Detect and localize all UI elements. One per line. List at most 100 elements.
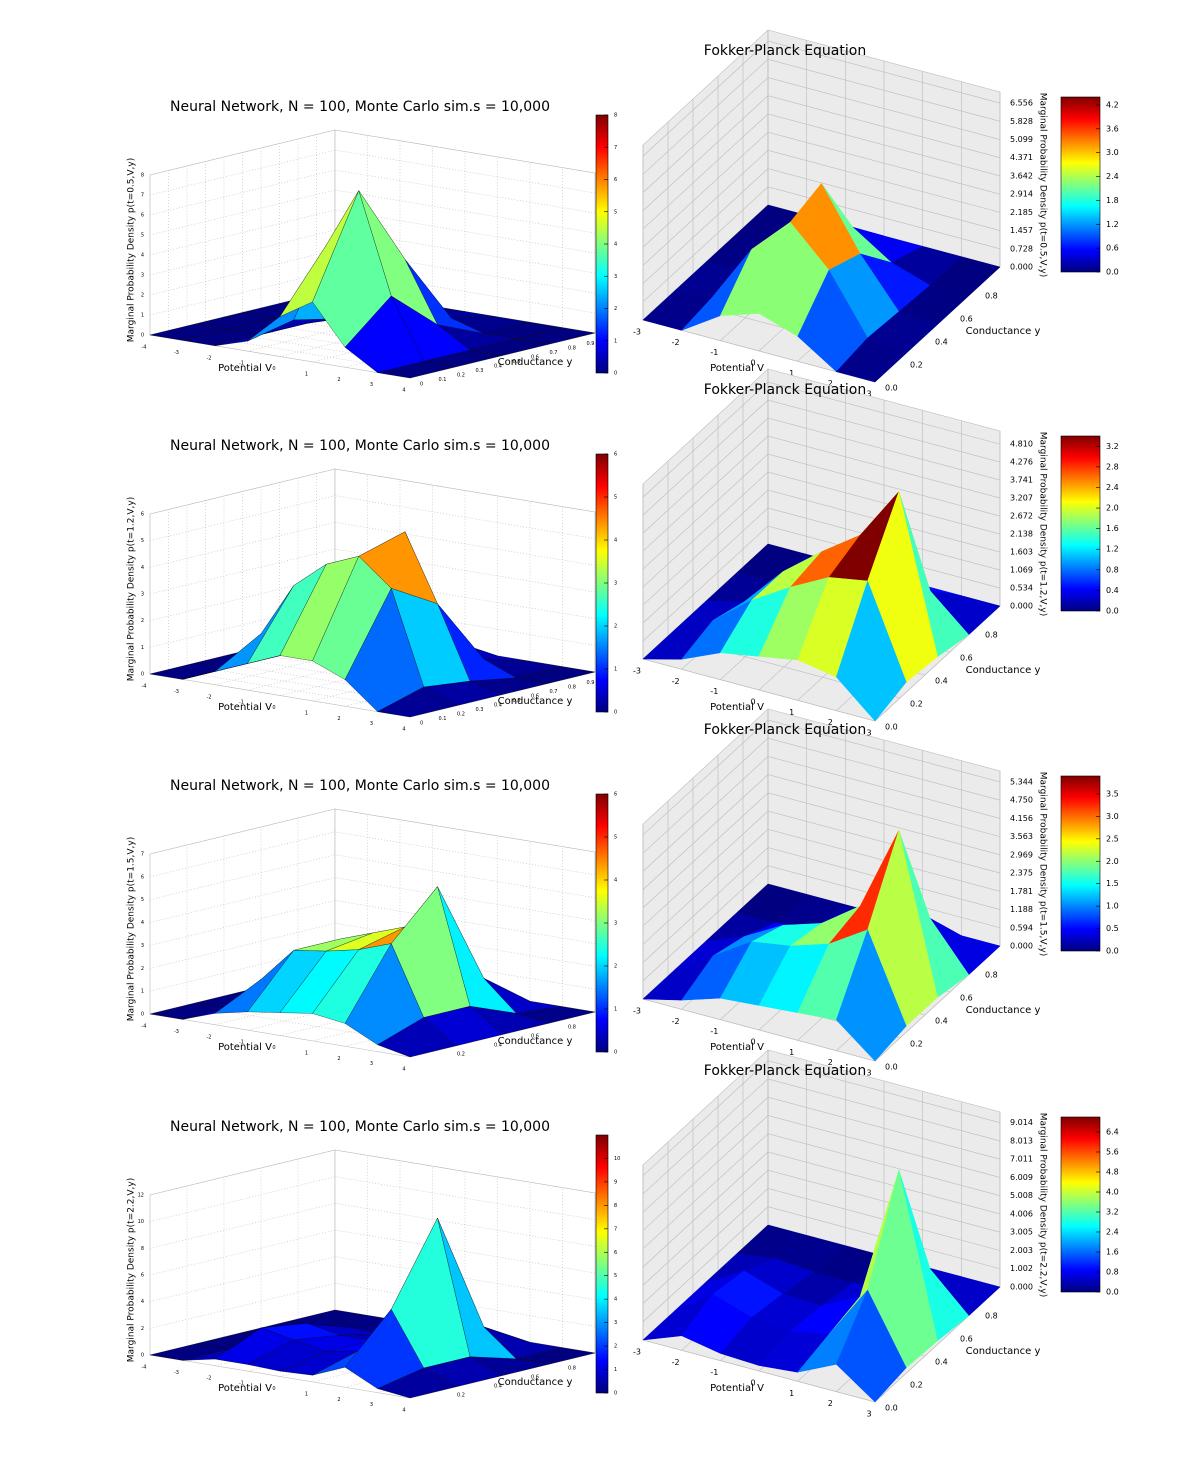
colorbar-tick-label: 0	[614, 710, 617, 716]
z-tick-label: 6.556	[1010, 99, 1033, 108]
z-tick-label: 3.741	[1010, 476, 1033, 485]
x-tick-label: 1	[305, 1391, 308, 1397]
surface-patch	[377, 686, 457, 718]
z-tick-label: 5	[141, 897, 144, 903]
z-axis-label: Marginal Probability Density p(t=1.2,V,y…	[127, 497, 137, 681]
y-tick-label: 0.2	[457, 712, 465, 718]
colorbar-tick-label: 1	[614, 338, 617, 344]
x-tick-label: -1	[239, 361, 244, 367]
x-tick-label: 1	[789, 1048, 794, 1057]
y-tick-label: 0.6	[960, 1335, 973, 1344]
z-tick-label: 7.011	[1010, 1155, 1033, 1164]
colorbar-tick-label: 5	[614, 835, 617, 841]
z-tick-label: 0	[141, 333, 144, 339]
grid-line	[186, 845, 448, 1049]
colorbar	[595, 1134, 609, 1394]
chart-title: Neural Network, N = 100, Monte Carlo sim…	[170, 438, 550, 454]
grid-line	[168, 509, 429, 713]
z-tick-label: 2.003	[1010, 1246, 1033, 1255]
y-tick-label: 0.0	[885, 723, 898, 732]
colorbar-tick-label: 6	[614, 452, 617, 458]
x-tick-label: 2	[828, 1058, 833, 1067]
colorbar-tick-label: 2	[614, 964, 617, 970]
y-tick-label: 0.2	[910, 361, 923, 370]
x-tick-label: -1	[710, 1027, 718, 1036]
y-tick-label: 0.3	[476, 707, 484, 713]
y-tick-label: 0.4	[494, 364, 502, 370]
colorbar-tick-label: 0.4	[1106, 586, 1119, 595]
colorbar-tick-label: 8	[614, 1203, 617, 1209]
grid-line	[168, 170, 429, 374]
chart-title: Neural Network, N = 100, Monte Carlo sim…	[170, 1119, 550, 1135]
z-axis-label: Marginal Probability Density p(t=1.2,V,y…	[1038, 432, 1048, 616]
x-tick-label: -3	[633, 1007, 641, 1016]
surface-patch	[377, 361, 457, 379]
y-tick-label: 0.1	[439, 716, 447, 722]
y-tick-label: 0.2	[910, 700, 923, 709]
x-tick-label: 2	[828, 1399, 833, 1408]
x-tick-label: 3	[866, 729, 871, 738]
x-tick-label: 1	[305, 371, 308, 377]
y-tick-label: 0.2	[457, 373, 465, 379]
chart-title: Fokker-Planck Equation	[704, 382, 866, 398]
z-tick-label: 5	[141, 538, 144, 544]
grid-line	[149, 808, 596, 855]
colorbar-tick-label: 3	[614, 274, 617, 280]
z-tick-label: 12	[138, 1193, 144, 1199]
x-tick-label: -1	[710, 1368, 718, 1377]
grid-line	[149, 468, 596, 515]
grid-line	[149, 831, 596, 878]
grid-line	[149, 575, 596, 621]
z-tick-label: 1.188	[1010, 905, 1033, 914]
grid-line	[149, 129, 596, 176]
x-tick-label: 1	[789, 1389, 794, 1398]
z-tick-label: 0.000	[1010, 602, 1033, 611]
x-tick-label: 2	[337, 1397, 340, 1403]
x-tick-label: -4	[142, 345, 147, 351]
y-tick-label: 0.4	[935, 338, 948, 347]
x-tick-label: -1	[239, 1040, 244, 1046]
grid-line	[149, 209, 596, 256]
x-tick-label: -2	[672, 338, 680, 347]
z-tick-label: 5.099	[1010, 135, 1033, 144]
x-tick-label: 1	[789, 369, 794, 378]
colorbar-tick-label: 7	[614, 1226, 617, 1232]
y-tick-label: 0.3	[476, 368, 484, 374]
z-tick-label: 2.375	[1010, 869, 1033, 878]
z-tick-label: 0.000	[1010, 942, 1033, 951]
x-axis-label: Potential V	[218, 1383, 272, 1394]
z-tick-label: 4.371	[1010, 153, 1033, 162]
colorbar-tick-label: 5	[614, 495, 617, 501]
z-tick-label: 6	[141, 512, 144, 518]
z-tick-label: 6	[141, 213, 144, 219]
z-tick-label: 10	[138, 1219, 144, 1225]
colorbar-tick-label: 0.8	[1106, 565, 1119, 574]
z-tick-label: 1.457	[1010, 226, 1033, 235]
x-tick-label: 3	[866, 1410, 871, 1419]
z-tick-label: 7	[141, 193, 144, 199]
surface-patch	[377, 1017, 457, 1058]
z-axis-label: Marginal Probability Density p(t=1.5,V,y…	[1038, 772, 1048, 956]
colorbar-tick-label: 6	[614, 1250, 617, 1256]
colorbar	[1060, 435, 1101, 612]
x-tick-label: 0	[272, 366, 275, 372]
colorbar-tick-label: 5	[614, 1273, 617, 1279]
colorbar-tick-label: 0.8	[1106, 1268, 1119, 1277]
x-tick-label: 0	[750, 1038, 755, 1047]
x-tick-label: 3	[370, 382, 373, 388]
x-tick-label: -3	[174, 1029, 179, 1035]
colorbar-tick-label: 2.5	[1106, 834, 1119, 843]
y-tick-label: 0.6	[531, 1375, 539, 1381]
x-tick-label: -2	[207, 355, 212, 361]
colorbar-tick-label: 4	[614, 242, 617, 248]
x-tick-label: 3	[370, 1061, 373, 1067]
x-tick-label: 3	[866, 1069, 871, 1078]
chart-title: Fokker-Planck Equation	[704, 722, 866, 738]
colorbar-tick-label: 1	[614, 667, 617, 673]
y-tick-label: 0.2	[910, 1040, 923, 1049]
y-tick-label: 0.4	[494, 1384, 502, 1390]
colorbar-tick-label: 4.2	[1106, 100, 1119, 109]
z-tick-label: 5.828	[1010, 117, 1033, 126]
z-tick-label: 4.276	[1010, 458, 1033, 467]
z-tick-label: 3	[141, 592, 144, 598]
